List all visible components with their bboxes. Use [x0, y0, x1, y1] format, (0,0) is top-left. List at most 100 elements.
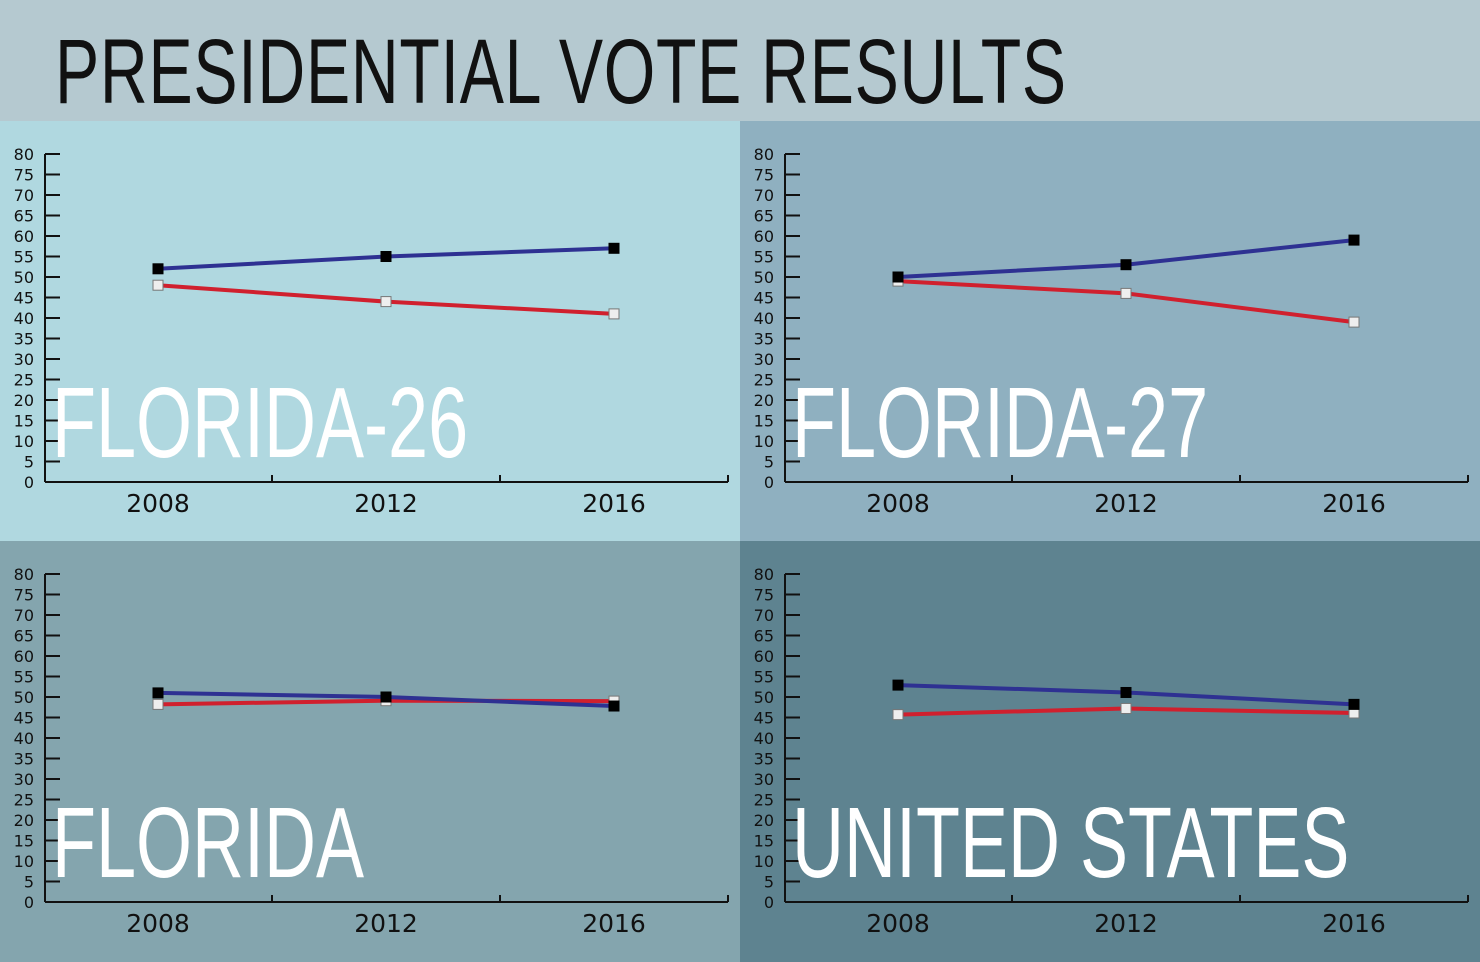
y-tick-label: 30 — [754, 350, 774, 369]
y-tick-label: 20 — [754, 811, 774, 830]
y-tick-label: 40 — [14, 309, 34, 328]
y-tick-label: 5 — [24, 873, 34, 892]
red-data-point — [152, 698, 164, 710]
x-tick-label: 2016 — [1322, 489, 1386, 518]
chart-panel: 0 5 10 15 20 25 30 35 40 45 50 55 60 65 70 75 80 2008 2012… — [0, 541, 740, 962]
blue-data-point — [608, 700, 620, 712]
red-data-point — [1120, 287, 1132, 299]
x-tick-label: 2012 — [354, 489, 418, 518]
y-tick-label: 80 — [14, 565, 34, 584]
y-tick-label: 55 — [754, 248, 774, 267]
y-tick-label: 20 — [14, 391, 34, 410]
y-tick-label: 75 — [754, 166, 774, 185]
blue-data-point — [892, 679, 904, 691]
y-tick-label: 35 — [14, 750, 34, 769]
y-tick-label: 10 — [14, 852, 34, 871]
x-tick-label: 2012 — [1094, 909, 1158, 938]
red-data-point — [1120, 702, 1132, 714]
y-tick-label: 45 — [754, 709, 774, 728]
blue-data-point — [1348, 698, 1360, 710]
y-tick-label: 55 — [14, 248, 34, 267]
y-tick-label: 50 — [754, 688, 774, 707]
y-tick-label: 30 — [14, 770, 34, 789]
y-tick-label: 50 — [14, 268, 34, 287]
blue-data-point — [380, 251, 392, 262]
y-tick-label: 0 — [24, 893, 34, 912]
y-tick-label: 65 — [14, 627, 34, 646]
red-data-point — [608, 308, 620, 320]
y-tick-label: 10 — [754, 852, 774, 871]
y-tick-label: 35 — [754, 330, 774, 349]
blue-data-point — [608, 242, 620, 254]
y-tick-label: 55 — [14, 668, 34, 687]
blue-data-point — [1120, 259, 1132, 271]
y-tick-label: 40 — [14, 729, 34, 748]
blue-series-line — [897, 238, 1355, 279]
red-data-point — [892, 709, 904, 721]
y-tick-label: 50 — [14, 688, 34, 707]
blue-data-point — [152, 687, 164, 699]
red-data-point — [380, 296, 392, 308]
y-tick-label: 70 — [754, 606, 774, 625]
y-tick-label: 50 — [754, 268, 774, 287]
panel-label: FLORIDA-26 — [52, 367, 469, 479]
y-tick-label: 70 — [754, 186, 774, 205]
x-tick-label: 2008 — [126, 909, 190, 938]
y-tick-label: 40 — [754, 309, 774, 328]
chart-panel: 0 5 10 15 20 25 30 35 40 45 50 55 60 65 70 75 80 2008 2012… — [0, 121, 740, 542]
y-tick-label: 25 — [754, 371, 774, 390]
panel-label: FLORIDA-27 — [792, 367, 1209, 479]
x-tick-label: 2008 — [866, 489, 930, 518]
y-tick-label: 0 — [764, 473, 774, 492]
y-tick-label: 45 — [754, 289, 774, 308]
y-tick-label: 5 — [764, 453, 774, 472]
y-tick-label: 65 — [754, 627, 774, 646]
y-tick-label: 5 — [24, 453, 34, 472]
y-tick-label: 70 — [14, 186, 34, 205]
y-tick-label: 75 — [14, 166, 34, 185]
y-tick-label: 60 — [14, 227, 34, 246]
x-tick-label: 2008 — [126, 489, 190, 518]
y-tick-label: 15 — [14, 832, 34, 851]
y-tick-label: 80 — [754, 145, 774, 164]
y-tick-label: 25 — [14, 791, 34, 810]
x-tick-label: 2016 — [582, 489, 646, 518]
chart-panel: 0 5 10 15 20 25 30 35 40 45 50 55 60 65 70 75 80 2008 2012… — [740, 541, 1480, 962]
y-tick-label: 60 — [754, 227, 774, 246]
y-tick-label: 40 — [754, 729, 774, 748]
y-tick-label: 10 — [754, 432, 774, 451]
blue-data-point — [380, 691, 392, 703]
blue-data-point — [892, 271, 904, 283]
panel-label: FLORIDA — [52, 787, 365, 899]
red-series-line — [897, 279, 1355, 325]
x-tick-label: 2016 — [582, 909, 646, 938]
blue-data-point — [152, 263, 164, 275]
y-tick-label: 15 — [14, 412, 34, 431]
y-tick-label: 25 — [14, 371, 34, 390]
y-tick-label: 80 — [754, 565, 774, 584]
y-tick-label: 35 — [14, 330, 34, 349]
x-tick-label: 2012 — [354, 909, 418, 938]
y-tick-label: 20 — [14, 811, 34, 830]
y-tick-label: 30 — [754, 770, 774, 789]
y-tick-label: 70 — [14, 606, 34, 625]
y-tick-label: 65 — [754, 207, 774, 226]
y-tick-label: 45 — [14, 709, 34, 728]
y-tick-label: 60 — [754, 647, 774, 666]
y-tick-label: 30 — [14, 350, 34, 369]
blue-data-point — [1120, 686, 1132, 698]
y-tick-label: 15 — [754, 832, 774, 851]
y-tick-label: 75 — [14, 586, 34, 605]
chart-panel: 0 5 10 15 20 25 30 35 40 45 50 55 60 65 70 75 80 2008 2012… — [740, 121, 1480, 542]
y-tick-label: 65 — [14, 207, 34, 226]
y-tick-label: 5 — [764, 873, 774, 892]
y-tick-label: 15 — [754, 412, 774, 431]
panel-label: UNITED STATES — [792, 787, 1350, 899]
red-data-point — [1348, 316, 1360, 328]
y-tick-label: 35 — [754, 750, 774, 769]
red-data-point — [152, 279, 164, 291]
y-tick-label: 0 — [764, 893, 774, 912]
